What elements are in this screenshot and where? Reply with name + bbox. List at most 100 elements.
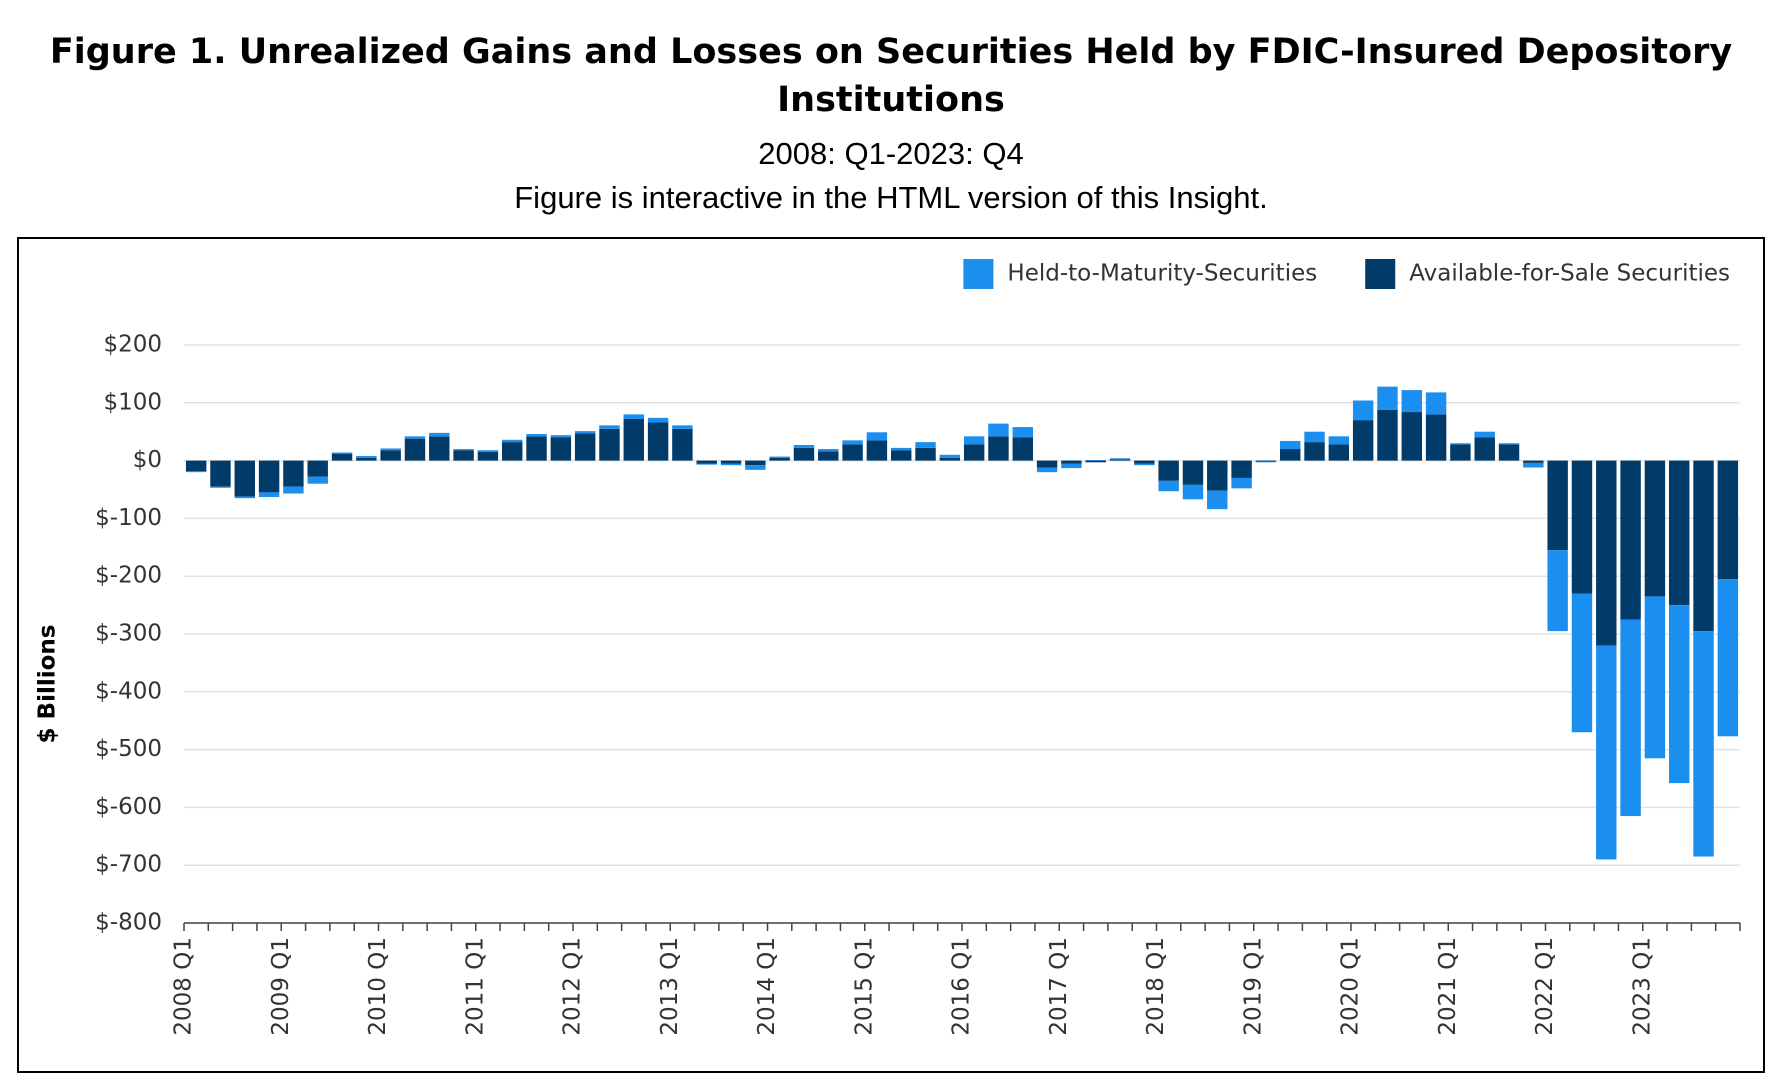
bar-segment bbox=[647, 422, 669, 461]
bar-segment bbox=[672, 428, 693, 461]
bar-segment bbox=[1134, 460, 1155, 464]
y-axis-title: $ Billions bbox=[35, 625, 61, 744]
bar-segment bbox=[891, 450, 912, 461]
bar-segment bbox=[185, 460, 207, 472]
bar-segment bbox=[258, 460, 280, 493]
legend-swatch bbox=[1365, 259, 1396, 289]
bar-segment bbox=[599, 428, 620, 461]
bar-segment bbox=[331, 452, 353, 454]
bar-segment bbox=[818, 449, 839, 452]
bar-segment bbox=[769, 456, 790, 458]
bar-segment bbox=[963, 444, 985, 461]
bar-segment bbox=[1231, 460, 1252, 478]
bar-segment bbox=[672, 425, 693, 429]
bar-segment bbox=[1158, 460, 1179, 481]
bar-segment bbox=[1425, 414, 1447, 461]
bar-segment bbox=[1596, 460, 1617, 646]
bar-segment bbox=[623, 418, 644, 461]
bar-segment bbox=[307, 460, 328, 477]
bar-segment bbox=[307, 476, 328, 484]
bar-segment bbox=[720, 460, 742, 464]
bar-segment bbox=[1474, 437, 1495, 461]
bar-segment bbox=[1182, 460, 1204, 485]
bar-segment bbox=[210, 460, 231, 487]
bar-segment bbox=[915, 442, 936, 448]
chart-frame bbox=[17, 237, 1765, 1073]
bar-segment bbox=[1717, 579, 1739, 737]
y-tick-label: $-100 bbox=[95, 505, 162, 531]
bar-segment bbox=[623, 414, 644, 419]
bar-segment bbox=[574, 431, 596, 434]
bar-segment bbox=[1109, 459, 1131, 461]
bar-segment bbox=[1523, 462, 1544, 468]
bar-segment bbox=[1377, 386, 1398, 410]
bar-segment bbox=[1061, 460, 1082, 464]
bar-segment bbox=[1450, 444, 1471, 461]
bar-segment bbox=[745, 460, 766, 466]
bar-segment bbox=[283, 486, 304, 494]
bar-segment bbox=[1109, 458, 1131, 460]
bar-segment bbox=[1182, 484, 1204, 500]
bar-segment bbox=[1328, 436, 1350, 445]
bar-segment bbox=[429, 436, 450, 461]
x-tick-label: 2012 Q1 bbox=[560, 937, 586, 1036]
x-tick-label: 2019 Q1 bbox=[1240, 937, 1266, 1036]
bar-segment bbox=[1134, 463, 1155, 466]
y-tick-label: $-800 bbox=[95, 910, 162, 936]
bar-segment bbox=[550, 435, 572, 438]
bar-segment bbox=[842, 440, 863, 445]
bar-segment bbox=[526, 436, 547, 461]
bar-segment bbox=[745, 465, 766, 470]
x-tick-label: 2021 Q1 bbox=[1435, 937, 1461, 1036]
bar-segment bbox=[185, 471, 207, 473]
legend-label: Available-for-Sale Securities bbox=[1409, 261, 1730, 287]
bar-segment bbox=[818, 451, 839, 461]
bar-segment bbox=[234, 460, 255, 497]
bar-segment bbox=[939, 454, 961, 458]
bar-segment bbox=[1061, 463, 1082, 469]
bar-segment bbox=[550, 437, 572, 461]
x-tick-label: 2011 Q1 bbox=[462, 937, 488, 1036]
bar-segment bbox=[1255, 460, 1277, 462]
bar-segment bbox=[380, 450, 401, 461]
bar-segment bbox=[429, 432, 450, 437]
chart-title: Figure 1. Unrealized Gains and Losses on… bbox=[49, 32, 1733, 120]
bar-segment bbox=[1036, 467, 1058, 473]
bar-segment bbox=[210, 486, 231, 488]
y-tick-label: $-600 bbox=[95, 794, 162, 820]
bar-segment bbox=[1255, 461, 1277, 463]
bar-segment bbox=[1644, 596, 1666, 759]
bar-segment bbox=[1669, 605, 1690, 784]
bar-segment bbox=[502, 442, 523, 461]
bar-segment bbox=[477, 451, 499, 461]
bar-segment bbox=[915, 447, 936, 461]
bar-segment bbox=[963, 436, 985, 445]
y-tick-label: $-400 bbox=[95, 678, 162, 704]
bar-segment bbox=[1571, 460, 1593, 594]
bar-segment bbox=[647, 417, 669, 423]
bar-segment bbox=[1474, 431, 1495, 438]
bar-segment bbox=[1352, 400, 1374, 421]
bar-segment bbox=[1352, 420, 1374, 461]
bar-segment bbox=[720, 463, 742, 466]
y-tick-label: $100 bbox=[103, 389, 162, 415]
x-tick-label: 2016 Q1 bbox=[949, 937, 975, 1036]
bar-segment bbox=[453, 449, 474, 451]
bar-segment bbox=[1304, 431, 1325, 443]
bar-segment bbox=[404, 436, 426, 439]
bar-segment bbox=[356, 457, 377, 461]
bar-segment bbox=[453, 450, 474, 461]
bar-segment bbox=[1717, 460, 1739, 580]
x-tick-label: 2017 Q1 bbox=[1046, 937, 1072, 1036]
bar-segment bbox=[1304, 442, 1325, 461]
bar-segment bbox=[1401, 390, 1422, 413]
bar-segment bbox=[1377, 409, 1398, 461]
bar-segment bbox=[1547, 460, 1568, 551]
bar-segment bbox=[1425, 392, 1447, 415]
x-tick-label: 2018 Q1 bbox=[1143, 937, 1169, 1036]
bar-segment bbox=[356, 455, 377, 458]
y-tick-label: $200 bbox=[103, 332, 162, 358]
x-tick-label: 2020 Q1 bbox=[1338, 937, 1364, 1036]
bar-segment bbox=[793, 447, 815, 461]
